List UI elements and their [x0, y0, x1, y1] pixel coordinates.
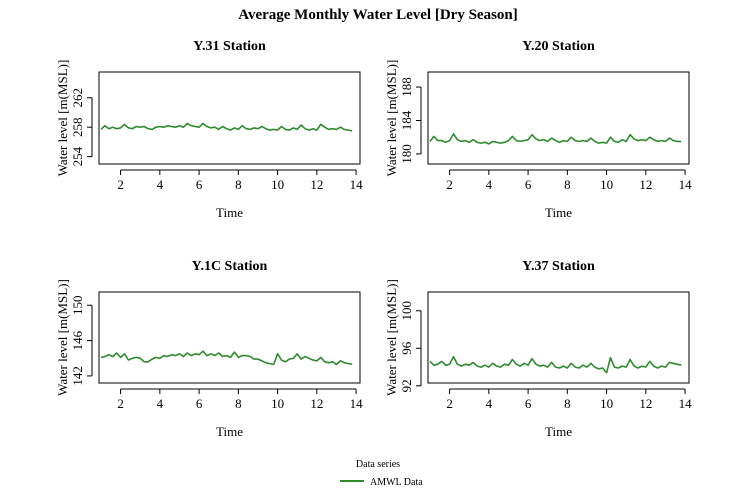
y-axis: 180 184 188 [399, 77, 422, 164]
panel-3: Y.1C Station 2 4 6 8 10 12 14 Time 142 146 150Water… [55, 259, 363, 439]
y-axis-label: Water level [m(MSL)] [55, 279, 70, 396]
y-axis-label: Water level [m(MSL)] [384, 279, 399, 396]
x-tick-label: 2 [117, 177, 124, 192]
x-axis-label: Time [216, 424, 243, 439]
x-tick-label: 6 [196, 396, 203, 411]
panel-1: Y.31 Station 2 4 6 8 10 12 14 Time 254 258 262Water… [55, 39, 363, 220]
x-tick-label: 8 [564, 177, 571, 192]
plot-frame [98, 291, 361, 384]
plot-frame [98, 71, 361, 165]
y-axis-label: Water level [m(MSL)] [384, 60, 399, 177]
y-tick-label: 96 [399, 341, 414, 355]
series-line-amwl [429, 133, 682, 145]
x-axis: 2 4 6 8 10 12 14 [446, 388, 693, 411]
x-axis-label: Time [545, 424, 572, 439]
x-tick-label: 10 [271, 396, 284, 411]
x-tick-label: 4 [157, 177, 164, 192]
x-tick-label: 6 [525, 177, 532, 192]
x-tick-label: 12 [310, 396, 323, 411]
panel-title: Y.20 Station [522, 39, 595, 54]
x-axis: 2 4 6 8 10 12 14 [446, 169, 693, 192]
plot-frame [427, 291, 690, 384]
y-axis-label: Water level [m(MSL)] [55, 60, 70, 177]
panel-2: Y.20 Station 2 4 6 8 10 12 14 Time 180 184 188Water… [384, 39, 692, 220]
x-tick-label: 4 [157, 396, 164, 411]
y-tick-label: 92 [399, 379, 414, 392]
legend: Data series AMWL Data [340, 459, 423, 488]
x-tick-label: 12 [639, 396, 652, 411]
x-tick-label: 2 [117, 396, 124, 411]
x-axis-label: Time [545, 205, 572, 220]
series-line-amwl [429, 355, 682, 374]
y-tick-label: 100 [399, 301, 414, 321]
y-tick-label: 142 [70, 366, 85, 386]
figure-title: Average Monthly Water Level [Dry Season] [238, 7, 518, 23]
x-tick-label: 8 [235, 396, 242, 411]
y-axis: 254 258 262 [70, 88, 93, 166]
x-axis: 2 4 6 8 10 12 14 [117, 169, 364, 192]
y-tick-label: 146 [70, 330, 85, 350]
x-tick-label: 10 [271, 177, 284, 192]
panel-title: Y.1C Station [192, 259, 268, 274]
x-tick-label: 2 [446, 177, 453, 192]
y-tick-label: 258 [70, 117, 85, 137]
x-tick-label: 10 [600, 396, 613, 411]
x-tick-label: 14 [350, 396, 364, 411]
legend-label: AMWL Data [370, 477, 423, 488]
x-tick-label: 6 [196, 177, 203, 192]
y-tick-label: 262 [70, 88, 85, 108]
x-tick-label: 6 [525, 396, 532, 411]
x-tick-label: 8 [235, 177, 242, 192]
x-tick-label: 8 [564, 396, 571, 411]
x-tick-label: 12 [639, 177, 652, 192]
x-tick-label: 10 [600, 177, 613, 192]
x-tick-label: 14 [679, 396, 693, 411]
x-tick-label: 4 [486, 177, 493, 192]
x-tick-label: 2 [446, 396, 453, 411]
x-axis-label: Time [216, 205, 243, 220]
y-tick-label: 188 [399, 77, 414, 97]
x-tick-label: 14 [679, 177, 693, 192]
x-tick-label: 12 [310, 177, 323, 192]
series-line-amwl [100, 122, 353, 132]
x-tick-label: 14 [350, 177, 364, 192]
y-tick-label: 254 [70, 146, 85, 166]
plot-frame [427, 71, 690, 165]
y-tick-label: 180 [399, 144, 414, 164]
panel-title: Y.31 Station [193, 39, 266, 54]
y-axis: 92 96 100 [399, 301, 422, 392]
series-line-amwl [100, 350, 353, 366]
x-axis: 2 4 6 8 10 12 14 [117, 388, 364, 411]
legend-heading: Data series [356, 459, 400, 470]
panel-title: Y.37 Station [522, 259, 595, 274]
y-tick-label: 184 [399, 110, 414, 130]
y-axis: 142 146 150 [70, 296, 93, 386]
x-tick-label: 4 [486, 396, 493, 411]
y-tick-label: 150 [70, 296, 85, 316]
